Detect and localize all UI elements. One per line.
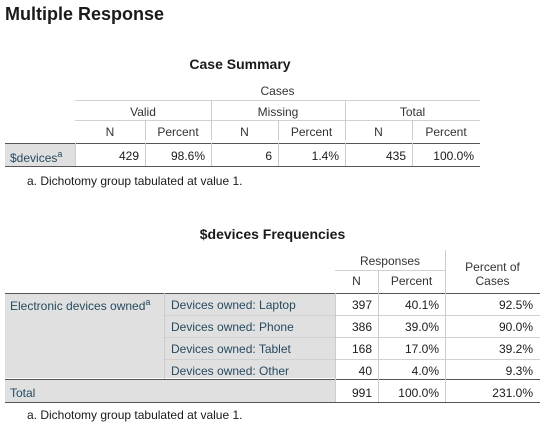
total-row-label: Total bbox=[10, 386, 36, 400]
total-percent: 100.0% bbox=[398, 386, 439, 400]
row-other-label: Devices owned: Other bbox=[171, 364, 290, 378]
missing-n-value: 6 bbox=[265, 149, 272, 163]
row-other-n: 40 bbox=[358, 364, 372, 378]
row-phone-percent-of-cases: 90.0% bbox=[498, 320, 533, 334]
total-n-header: N bbox=[374, 125, 383, 139]
valid-n-header: N bbox=[105, 125, 115, 139]
page-title: Multiple Response bbox=[5, 4, 165, 24]
total-percent-of-cases: 231.0% bbox=[492, 386, 533, 400]
row-other-percent: 4.0% bbox=[411, 364, 439, 378]
case-summary-title: Case Summary bbox=[189, 56, 291, 72]
missing-n-header: N bbox=[240, 125, 249, 139]
row-tablet-percent-of-cases: 39.2% bbox=[498, 342, 533, 356]
electronic-devices-group-label: Electronic devices owneda bbox=[10, 297, 151, 313]
case-summary-footnote: a. Dichotomy group tabulated at value 1. bbox=[27, 174, 243, 188]
responses-n-header: N bbox=[352, 274, 361, 288]
row-tablet-percent: 17.0% bbox=[404, 342, 439, 356]
missing-header: Missing bbox=[257, 105, 299, 119]
row-phone-n: 386 bbox=[351, 320, 372, 334]
row-other-percent-of-cases: 9.3% bbox=[505, 364, 533, 378]
devices-row-label: $devicesa bbox=[10, 149, 63, 165]
frequencies-title: $devices Frequencies bbox=[199, 226, 346, 242]
row-laptop-percent: 40.1% bbox=[404, 298, 439, 312]
missing-percent-value: 1.4% bbox=[311, 149, 339, 163]
total-n: 991 bbox=[351, 386, 372, 400]
total-header: Total bbox=[399, 105, 426, 119]
responses-percent-header: Percent bbox=[390, 274, 433, 288]
valid-percent-header: Percent bbox=[157, 125, 199, 139]
row-phone-label: Devices owned: Phone bbox=[171, 320, 294, 334]
valid-percent-value: 98.6% bbox=[170, 149, 205, 163]
missing-percent-header: Percent bbox=[290, 125, 333, 139]
total-n-value: 435 bbox=[385, 149, 406, 163]
total-percent-value: 100.0% bbox=[433, 149, 474, 163]
valid-header: Valid bbox=[130, 105, 156, 119]
row-laptop-label: Devices owned: Laptop bbox=[171, 298, 296, 312]
cases-header: Cases bbox=[260, 84, 295, 98]
total-percent-header: Percent bbox=[425, 125, 467, 139]
valid-n-value: 429 bbox=[118, 149, 139, 163]
row-phone-percent: 39.0% bbox=[404, 320, 439, 334]
row-laptop-percent-of-cases: 92.5% bbox=[498, 298, 533, 312]
percent-of-cases-header-line2: Cases bbox=[475, 274, 510, 288]
percent-of-cases-header-line1: Percent of bbox=[465, 260, 520, 274]
frequencies-footnote: a. Dichotomy group tabulated at value 1. bbox=[27, 408, 243, 422]
row-tablet-n: 168 bbox=[351, 342, 372, 356]
responses-header: Responses bbox=[359, 254, 421, 268]
row-tablet-label: Devices owned: Tablet bbox=[171, 342, 291, 356]
row-laptop-n: 397 bbox=[351, 298, 372, 312]
